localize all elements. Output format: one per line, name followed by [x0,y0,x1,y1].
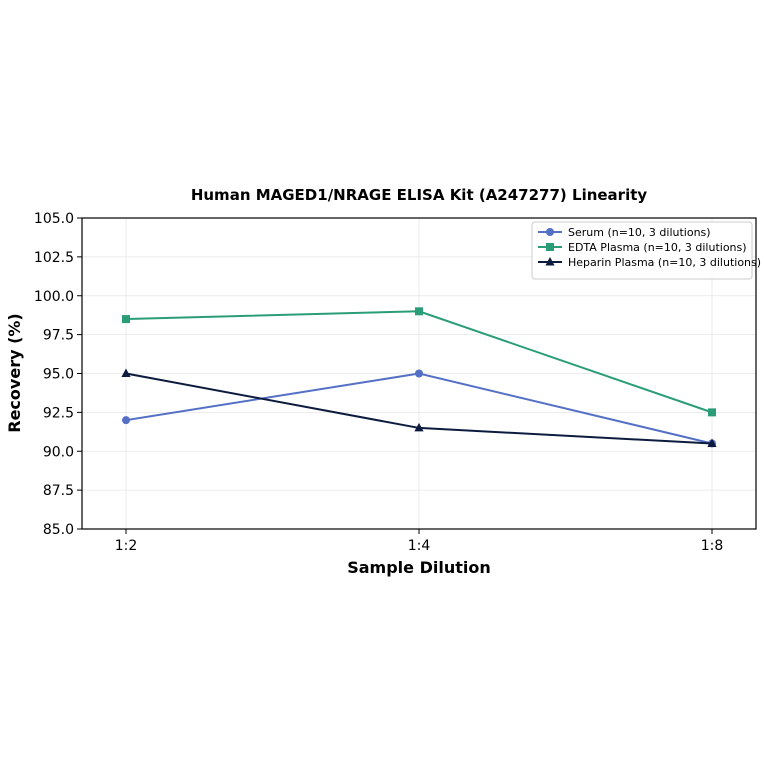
y-tick-label: 87.5 [43,483,74,499]
y-axis-label: Recovery (%) [5,313,24,432]
series-group [121,307,717,448]
data-point [415,369,423,378]
chart-title: Human MAGED1/NRAGE ELISA Kit (A247277) L… [191,186,648,204]
legend-marker [546,228,554,236]
x-axis-label: Sample Dilution [347,558,491,577]
y-tick-label: 100.0 [34,289,74,305]
data-point [707,438,717,447]
legend-item: EDTA Plasma (n=10, 3 dilutions) [538,241,747,254]
legend-marker [545,257,555,266]
y-tick-label: 97.5 [43,328,74,344]
legend-marker [546,243,554,251]
y-axis-ticks: 85.0 87.5 90.0 92.5 95.0 97.5 100.0 102.5 105.0 [34,211,82,538]
x-tick-label: 1:8 [701,538,724,554]
legend-label: Heparin Plasma (n=10, 3 dilutions) [568,256,761,269]
legend: Serum (n=10, 3 dilutions) EDTA Plasma (n=… [531,221,761,280]
series-3 [121,368,717,447]
y-tick-label: 102.5 [34,250,74,266]
x-tick-label: 1:4 [408,538,431,554]
data-point [414,422,424,432]
data-point [121,368,131,377]
y-tick-label: 92.5 [43,405,74,421]
legend-item: Serum (n=10, 3 dilutions) [538,226,711,239]
x-axis-ticks: 1:2 1:4 1:8 [115,529,724,554]
y-tick-label: 105.0 [34,211,74,227]
data-point [708,408,716,417]
series-2 [122,307,716,417]
legend-frame [531,221,753,280]
legend-item: Heparin Plasma (n=10, 3 dilutions) [538,256,761,269]
y-tick-label: 90.0 [43,444,74,460]
series-1 [122,369,716,448]
data-point [122,416,130,425]
y-tick-label: 85.0 [43,522,74,538]
legend-label: Serum (n=10, 3 dilutions) [568,226,711,239]
data-point [415,307,423,316]
y-tick-label: 95.0 [43,367,74,383]
data-point [122,315,130,324]
x-tick-label: 1:2 [115,538,138,554]
legend-label: EDTA Plasma (n=10, 3 dilutions) [568,241,747,254]
